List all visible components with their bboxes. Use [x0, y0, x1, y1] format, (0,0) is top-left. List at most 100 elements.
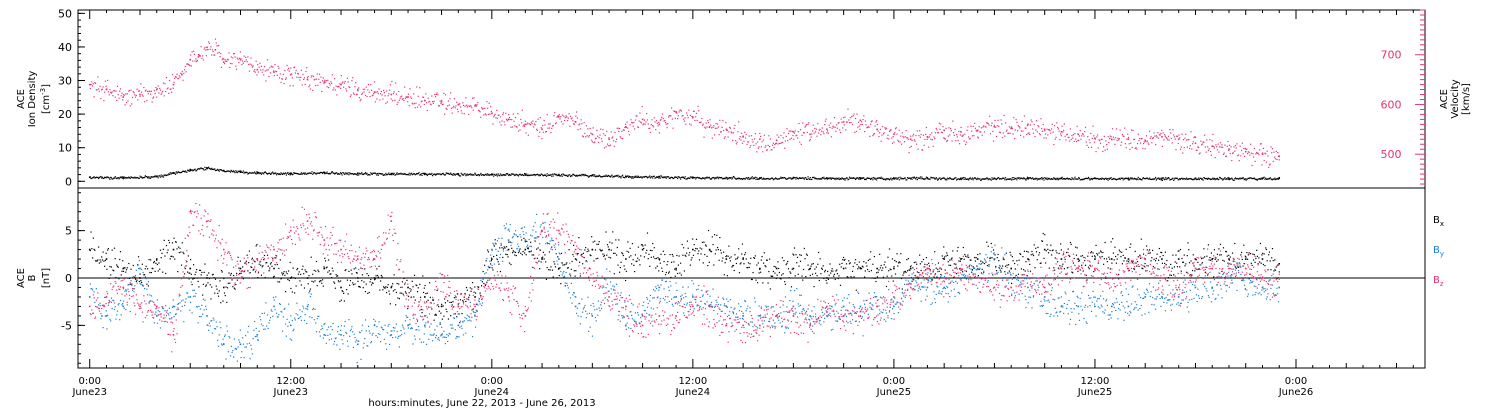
data-point — [448, 173, 450, 175]
data-point — [642, 245, 644, 247]
data-point — [569, 125, 571, 127]
data-point — [787, 268, 790, 270]
data-point — [365, 173, 367, 175]
data-point — [424, 172, 426, 175]
data-point — [168, 173, 171, 176]
data-point — [493, 116, 495, 118]
data-point — [566, 116, 568, 118]
data-point — [374, 278, 376, 280]
data-point — [725, 258, 728, 260]
data-point — [1181, 257, 1183, 260]
data-point — [1144, 139, 1147, 142]
data-point — [928, 265, 931, 267]
data-point — [882, 177, 884, 179]
data-point — [1035, 177, 1037, 179]
data-point — [1083, 178, 1085, 181]
data-point — [903, 272, 905, 274]
data-point — [1020, 130, 1023, 132]
data-point — [1010, 178, 1012, 180]
data-point — [131, 176, 133, 179]
data-point — [864, 276, 866, 278]
right-tick-label: 600 — [1381, 98, 1402, 111]
data-point — [647, 123, 649, 125]
data-point — [756, 264, 758, 266]
data-point — [744, 178, 746, 180]
data-point — [819, 258, 821, 260]
data-point — [916, 271, 918, 273]
data-point — [1178, 134, 1180, 136]
data-point — [177, 246, 180, 248]
data-point — [108, 94, 110, 96]
data-point — [311, 74, 313, 77]
data-point — [1268, 166, 1270, 169]
data-point — [492, 269, 494, 271]
data-point — [1229, 178, 1231, 180]
data-point — [848, 263, 851, 265]
data-point — [843, 178, 845, 180]
data-point — [677, 176, 679, 178]
data-point — [532, 174, 534, 176]
data-point — [517, 252, 520, 254]
data-point — [527, 122, 529, 124]
data-point — [407, 93, 410, 95]
data-point — [159, 175, 161, 177]
data-point — [424, 296, 426, 298]
data-point — [807, 264, 809, 266]
data-point — [813, 176, 815, 178]
data-point — [1007, 264, 1010, 266]
data-point — [403, 99, 405, 102]
data-point — [576, 259, 578, 261]
data-point — [566, 267, 569, 269]
data-point — [225, 60, 227, 62]
data-point — [955, 133, 958, 136]
data-point — [438, 173, 440, 175]
data-point — [1199, 177, 1201, 179]
data-point — [532, 120, 534, 122]
data-point — [959, 178, 961, 180]
data-point — [187, 63, 189, 66]
data-point — [958, 130, 960, 133]
data-point — [878, 269, 880, 271]
data-point — [674, 117, 676, 119]
data-point — [351, 80, 353, 82]
data-point — [950, 130, 952, 132]
data-point — [836, 177, 838, 179]
data-point — [396, 172, 398, 174]
data-point — [370, 89, 373, 91]
data-point — [786, 178, 788, 180]
data-point — [530, 121, 532, 123]
right-axis-label-line: [km/s] — [1461, 83, 1472, 115]
data-point — [462, 300, 464, 302]
data-point — [704, 177, 707, 179]
data-point — [520, 118, 522, 121]
data-point — [1109, 177, 1111, 179]
data-point — [112, 269, 114, 271]
data-point — [404, 283, 406, 285]
data-point — [988, 178, 990, 180]
data-point — [107, 249, 109, 251]
data-point — [756, 141, 759, 143]
data-point — [937, 268, 939, 270]
data-point — [226, 287, 229, 289]
data-point — [1167, 178, 1169, 180]
data-point — [813, 132, 815, 134]
data-point — [173, 81, 175, 84]
data-point — [667, 260, 669, 263]
data-point — [863, 115, 865, 117]
data-point — [388, 172, 390, 174]
data-point — [211, 49, 214, 51]
data-point — [1048, 178, 1050, 180]
data-point — [681, 176, 683, 179]
data-point — [1004, 135, 1006, 137]
data-point — [940, 131, 943, 133]
data-point — [1163, 178, 1165, 180]
data-point — [1273, 151, 1275, 153]
data-point — [390, 173, 392, 176]
data-point — [863, 177, 865, 179]
data-point — [193, 168, 195, 171]
data-point — [760, 146, 762, 148]
data-point — [815, 128, 817, 130]
data-point — [484, 264, 486, 266]
data-point — [764, 178, 766, 180]
data-point — [720, 176, 722, 179]
